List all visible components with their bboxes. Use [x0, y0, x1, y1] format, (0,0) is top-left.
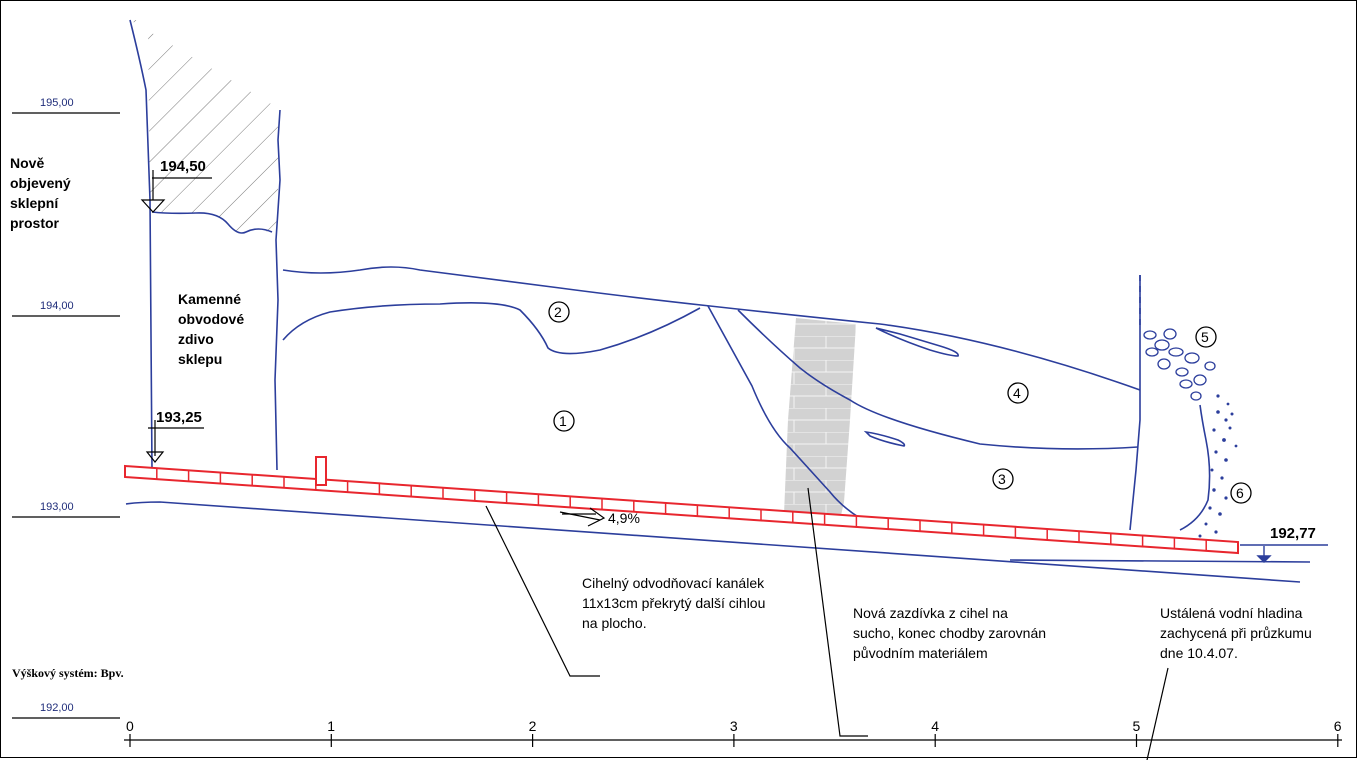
- level-195-label: 195,00: [40, 97, 74, 109]
- height-system-label: Výškový systém: Bpv.: [12, 666, 124, 680]
- layer-boundaries: [282, 266, 1211, 531]
- axis-tick-label: 4: [931, 718, 939, 734]
- level-lines: [12, 112, 120, 719]
- layer-5-label: 5: [1201, 329, 1209, 345]
- svg-text:objevený: objevený: [10, 175, 71, 191]
- svg-text:sklepu: sklepu: [178, 351, 222, 367]
- backfill-note: Nová zazdívka z cihel na sucho, konec ch…: [853, 605, 1046, 661]
- svg-text:11x13cm překrytý další cihlou: 11x13cm překrytý další cihlou: [582, 595, 765, 611]
- layer-5-circle: [1195, 326, 1217, 348]
- leader-lines: [485, 487, 1169, 760]
- wall-note: Kamenné obvodové zdivo sklepu: [178, 291, 244, 367]
- svg-text:sklepní: sklepní: [10, 195, 59, 211]
- layer-1-label: 1: [559, 413, 567, 429]
- svg-text:dne 10.4.07.: dne 10.4.07.: [1160, 645, 1238, 661]
- layer-2-circle: [548, 301, 570, 323]
- gravel-fill: [1198, 394, 1238, 538]
- svg-text:Kamenné: Kamenné: [178, 291, 241, 307]
- svg-text:Nová zazdívka z cihel na: Nová zazdívka z cihel na: [853, 605, 1008, 621]
- svg-text:Cihelný odvodňovací kanálek: Cihelný odvodňovací kanálek: [582, 575, 765, 591]
- svg-text:zdivo: zdivo: [178, 331, 214, 347]
- axis-tick-label: 3: [730, 718, 738, 734]
- svg-text:zachycená při průzkumu: zachycená při průzkumu: [1160, 625, 1312, 641]
- axis-tick-label: 6: [1334, 718, 1342, 734]
- water-marker-icon: [1256, 546, 1272, 563]
- stone-fill: [1143, 328, 1216, 401]
- elevation-19450-label: 194,50: [160, 158, 206, 175]
- layer-6-circle: [1230, 482, 1252, 504]
- slope-arrow: [559, 507, 606, 527]
- x-axis: [124, 734, 1342, 747]
- brick-backfill: [784, 318, 856, 520]
- svg-text:na plocho.: na plocho.: [582, 615, 647, 631]
- level-194-label: 194,00: [40, 300, 74, 312]
- cellar-left-edge: [129, 19, 153, 471]
- soil-hatch: [130, 20, 278, 233]
- layer-markers: [548, 301, 1252, 504]
- level-192-label: 192,00: [40, 702, 74, 714]
- axis-tick-label: 2: [529, 718, 537, 734]
- svg-text:Nově: Nově: [10, 155, 44, 171]
- layer-3-circle: [992, 468, 1014, 490]
- elevation-19277-label: 192,77: [1270, 525, 1316, 542]
- layer-4-circle: [1007, 382, 1029, 404]
- layer-2-label: 2: [554, 304, 562, 320]
- layer-6-label: 6: [1236, 485, 1244, 501]
- water-note: Ustálená vodní hladina zachycená při prů…: [1160, 605, 1312, 661]
- svg-text:Ustálená vodní hladina: Ustálená vodní hladina: [1160, 605, 1303, 621]
- channel-note: Cihelný odvodňovací kanálek 11x13cm přek…: [582, 575, 765, 631]
- layer-3-label: 3: [998, 471, 1006, 487]
- elevation-19325-label: 193,25: [156, 409, 202, 426]
- axis-tick-label: 1: [327, 718, 335, 734]
- svg-text:prostor: prostor: [10, 215, 60, 231]
- cellar-note: Nově objevený sklepní prostor: [10, 155, 71, 231]
- slope-label: 4,9%: [608, 510, 640, 526]
- cellar-floor-line: [151, 211, 273, 234]
- stone-wall-right: [274, 109, 281, 471]
- brick-channel: [124, 456, 1239, 555]
- level-193-label: 193,00: [40, 501, 74, 513]
- axis-tick-label: 0: [126, 718, 134, 734]
- elevation-marker-19325: [145, 420, 204, 463]
- elevation-marker-19450: [140, 170, 212, 213]
- layer-1-circle: [553, 410, 575, 432]
- svg-text:obvodové: obvodové: [178, 311, 244, 327]
- layer-4-label: 4: [1013, 385, 1021, 401]
- channel-bottom-line: [125, 501, 1301, 583]
- svg-text:sucho, konec chodby zarovnán: sucho, konec chodby zarovnán: [853, 625, 1046, 641]
- svg-text:původním materiálem: původním materiálem: [853, 645, 988, 661]
- axis-tick-label: 5: [1133, 718, 1141, 734]
- water-level-line: [1009, 559, 1311, 563]
